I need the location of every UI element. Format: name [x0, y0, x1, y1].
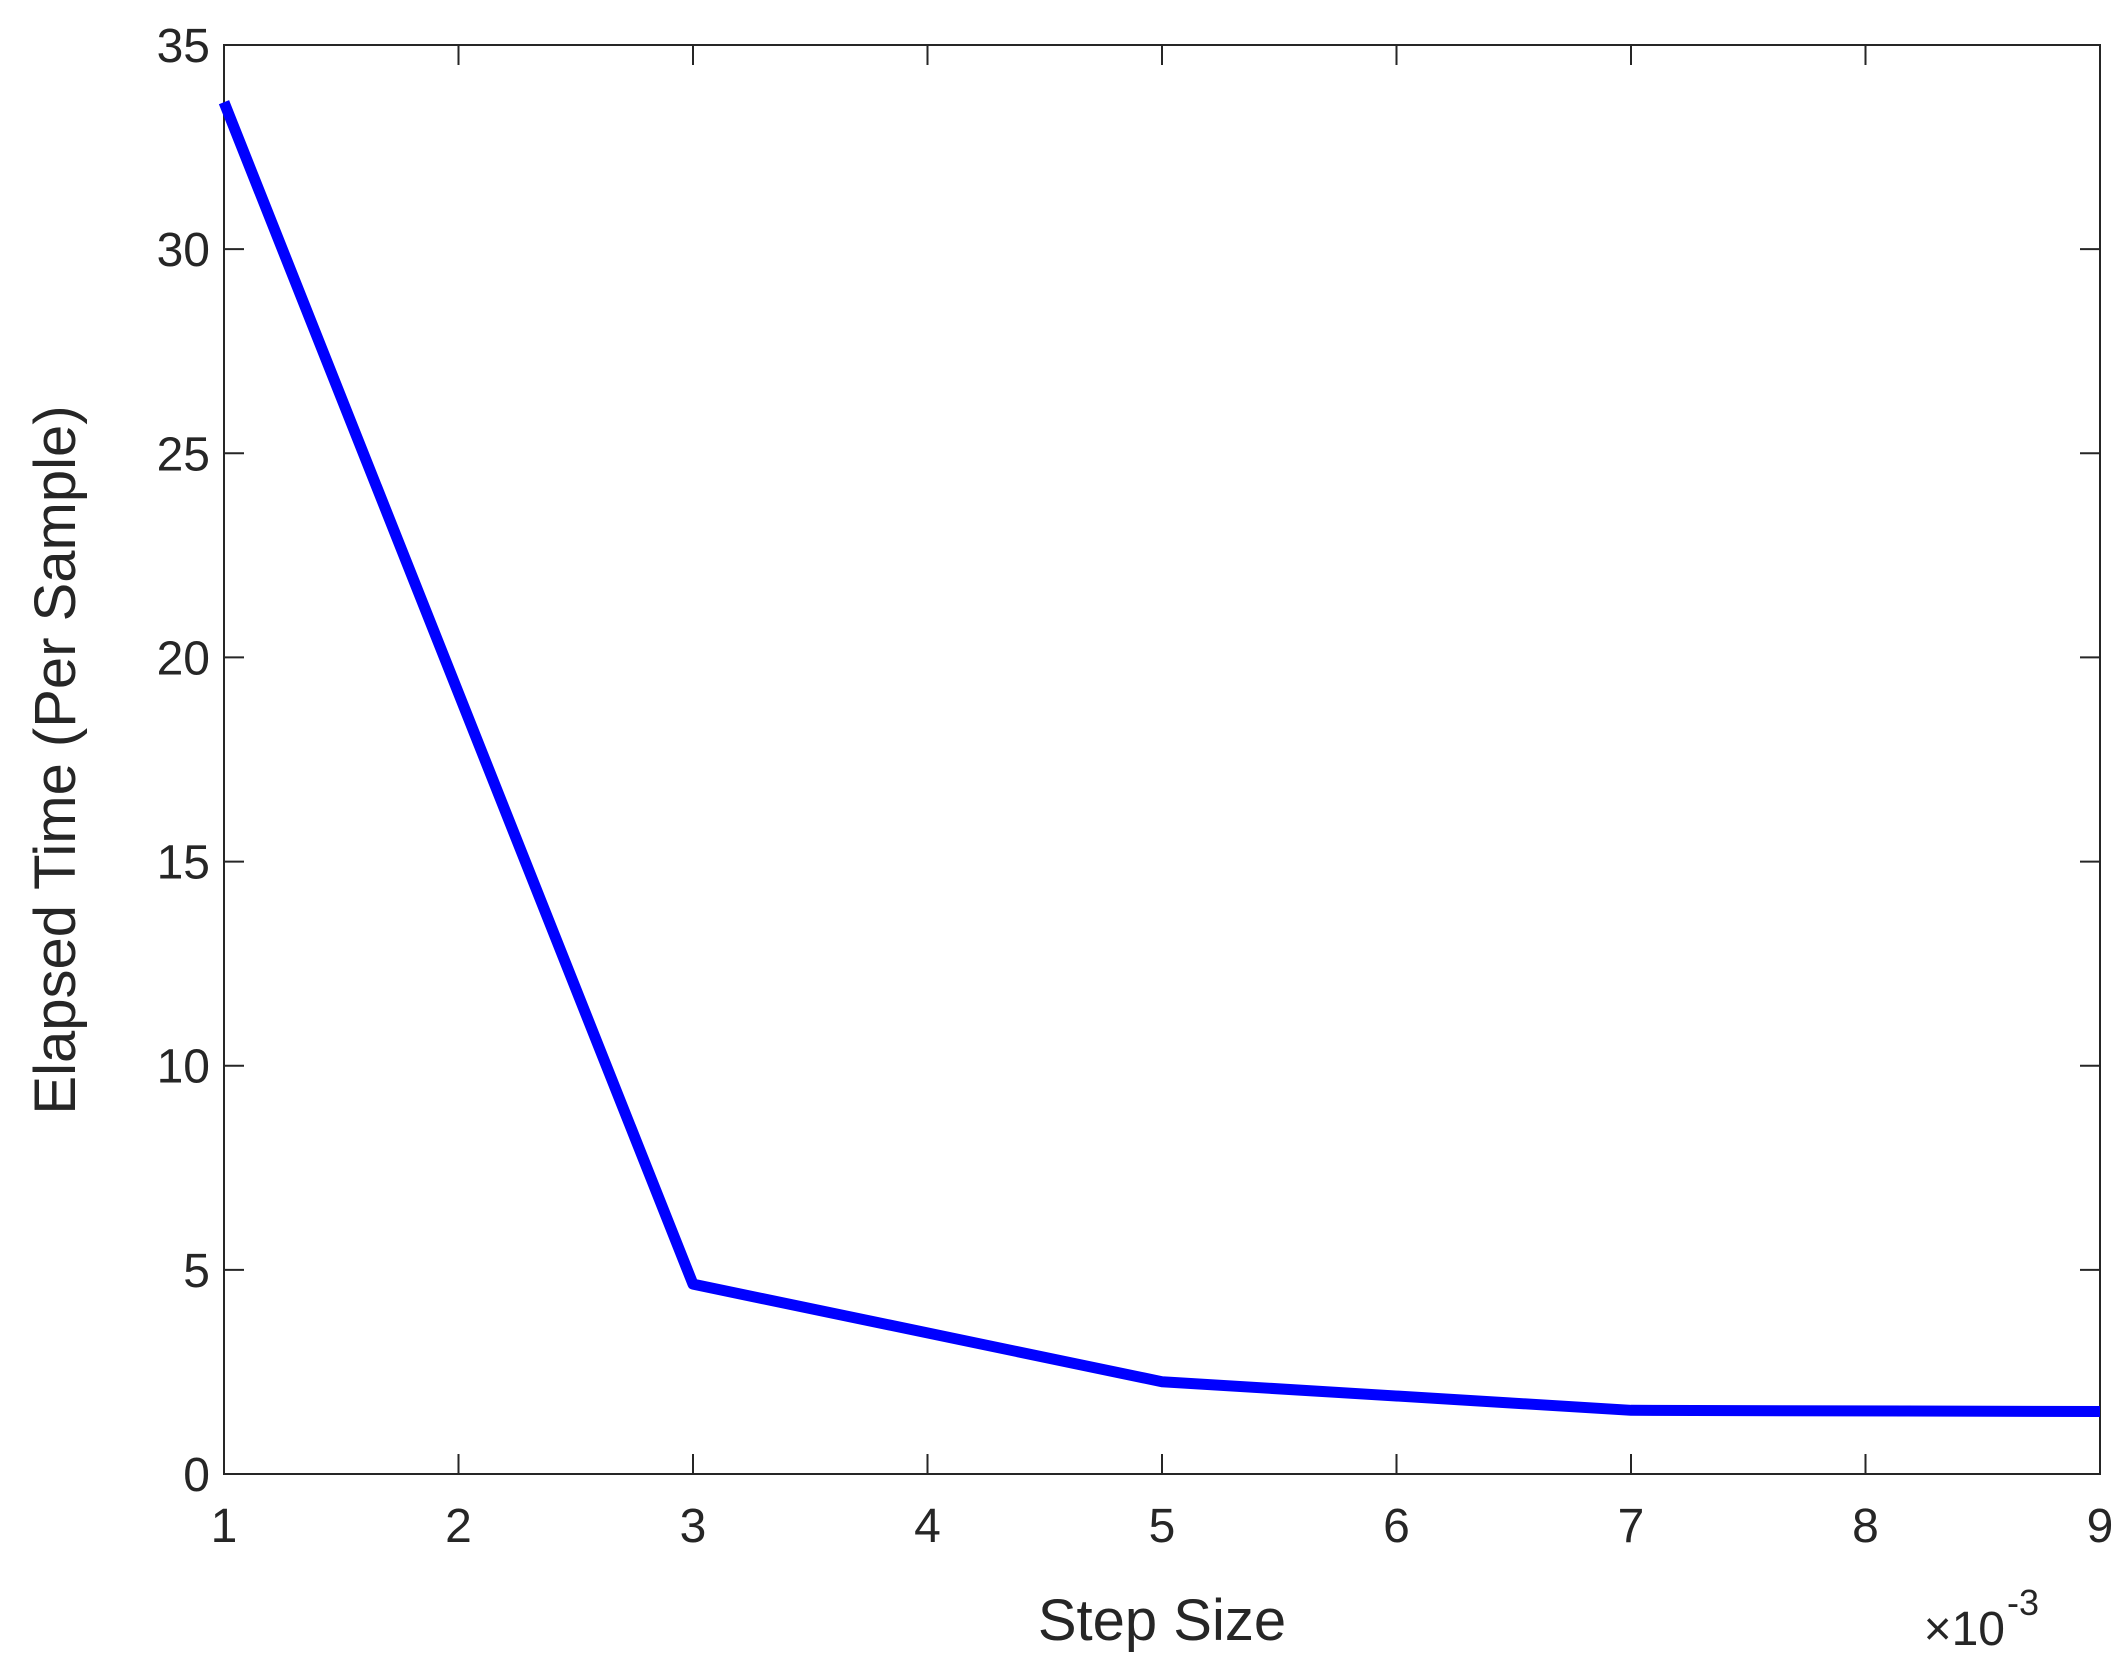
y-axis-label: Elapsed Time (Per Sample): [23, 405, 88, 1114]
x-axis-label: Step Size: [1038, 1588, 1286, 1653]
data-line: [218, 100, 2101, 1418]
x-tick-label: 6: [1383, 1500, 1410, 1553]
y-tick-label: 0: [183, 1449, 210, 1502]
x-tick-label: 4: [914, 1500, 941, 1553]
y-tick-label: 15: [157, 837, 210, 890]
x-tick-label: 7: [1618, 1500, 1645, 1553]
x-tick-label: 8: [1852, 1500, 1879, 1553]
y-tick-label: 35: [157, 20, 210, 73]
x-tick-label: 1: [211, 1500, 238, 1553]
x-tick-label: 2: [445, 1500, 472, 1553]
x-tick-label: 3: [680, 1500, 707, 1553]
x-tick-label: 5: [1149, 1500, 1176, 1553]
x-scale-base: ×10: [1924, 1603, 2005, 1656]
x-scale-exponent: -3: [2007, 1582, 2039, 1623]
y-tick-label: 30: [157, 224, 210, 277]
y-tick-label: 25: [157, 428, 210, 481]
y-tick-label: 20: [157, 632, 210, 685]
y-tick-label: 5: [183, 1245, 210, 1298]
y-tick-label: 10: [157, 1041, 210, 1094]
x-tick-label: 9: [2087, 1500, 2114, 1553]
